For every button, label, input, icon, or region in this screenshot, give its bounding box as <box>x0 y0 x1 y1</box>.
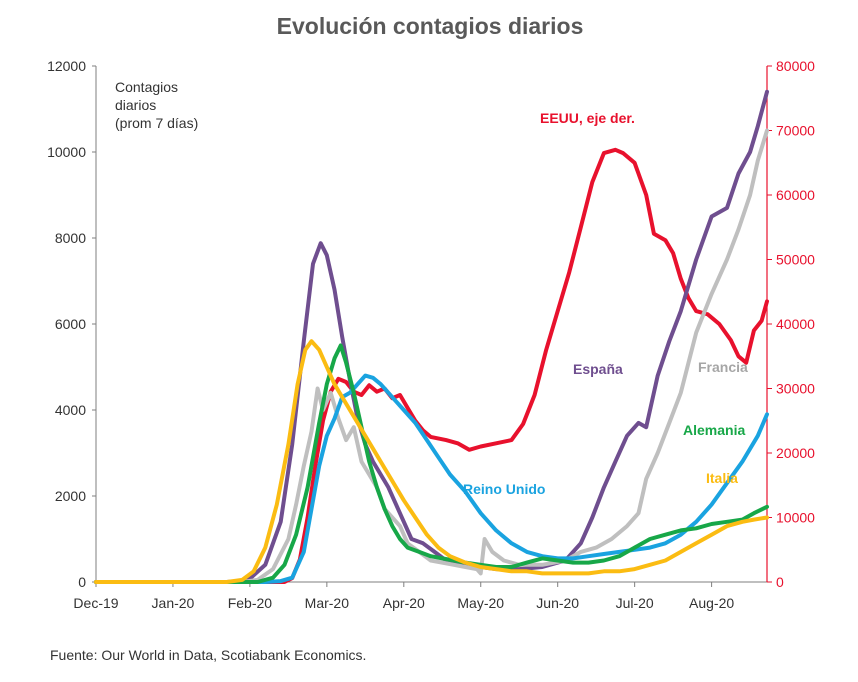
x-tick-label: May-20 <box>457 595 504 611</box>
right-tick-label: 50000 <box>776 252 815 268</box>
chart-title: Evolución contagios diarios <box>277 13 584 39</box>
series-label-alemania: Alemania <box>683 422 745 438</box>
series-line-espana <box>94 89 769 584</box>
series-line-reino-unido <box>94 373 769 584</box>
x-tick-label: Dec-19 <box>73 595 118 611</box>
right-tick-label: 0 <box>776 574 784 590</box>
right-tick-label: 30000 <box>776 381 815 397</box>
source-note: Fuente: Our World in Data, Scotiabank Ec… <box>50 647 366 663</box>
x-tick-label: Aug-20 <box>689 595 734 611</box>
series-lines <box>94 89 769 584</box>
left-tick-label: 12000 <box>47 58 86 74</box>
left-tick-label: 10000 <box>47 144 86 160</box>
right-tick-label: 10000 <box>776 510 815 526</box>
x-tick-label: Jun-20 <box>536 595 579 611</box>
note-line-2: diarios <box>115 97 156 113</box>
series-line-alemania <box>94 343 769 584</box>
note-line-3: (prom 7 días) <box>115 115 198 131</box>
series-line-eeuu-eje-der <box>94 147 769 584</box>
note-line-1: Contagios <box>115 79 178 95</box>
right-tick-label: 40000 <box>776 316 815 332</box>
left-tick-label: 0 <box>78 574 86 590</box>
x-tick-label: Jan-20 <box>152 595 195 611</box>
right-tick-label: 70000 <box>776 123 815 139</box>
right-tick-label: 20000 <box>776 445 815 461</box>
series-label-reino-unido: Reino Unido <box>463 481 545 497</box>
right-tick-label: 60000 <box>776 187 815 203</box>
series-line-francia <box>94 128 769 584</box>
left-tick-label: 8000 <box>55 230 86 246</box>
series-label-italia: Italia <box>706 470 738 486</box>
x-tick-label: Feb-20 <box>228 595 273 611</box>
series-label-espana: España <box>573 361 623 377</box>
right-tick-label: 80000 <box>776 58 815 74</box>
axes: 0 2000 4000 6000 8000 10000 12000 0 10000 20000 30… <box>47 58 815 611</box>
series-label-francia: Francia <box>698 359 748 375</box>
series-label-eeuu: EEUU, eje der. <box>540 110 635 126</box>
left-tick-label: 2000 <box>55 488 86 504</box>
left-tick-label: 6000 <box>55 316 86 332</box>
x-tick-label: Apr-20 <box>383 595 425 611</box>
left-tick-label: 4000 <box>55 402 86 418</box>
series-line-italia <box>94 339 769 584</box>
x-tick-label: Jul-20 <box>616 595 654 611</box>
x-tick-label: Mar-20 <box>305 595 350 611</box>
